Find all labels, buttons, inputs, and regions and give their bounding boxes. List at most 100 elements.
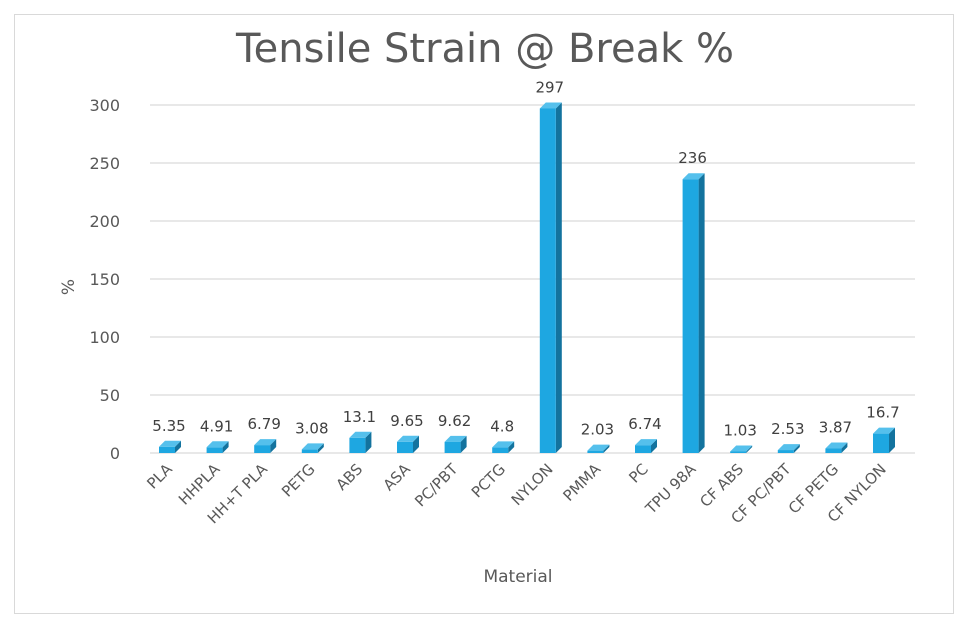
bar-cf-abs [730,445,753,453]
bar-side [317,443,324,453]
bar-side [651,439,657,453]
data-labels: 5.35 4.91 6.79 3.08 13.1 9.65 9.62 4.8 297 2.03 6.… [152,78,899,439]
bar-top [635,439,657,446]
bar-front [539,108,556,453]
bar-top [444,435,467,442]
bar-front [873,433,889,453]
x-tick-label: PMMA [560,460,605,505]
bar-side [413,435,419,453]
bar-hh-t-pla [254,439,277,453]
bar-top [682,173,705,180]
bar-front [682,179,699,454]
bar-front [254,445,271,453]
y-tick-label: 50 [100,386,120,405]
data-label: 5.35 [152,417,185,435]
x-tick-label: PETG [278,460,319,501]
x-tick-label: ABS [332,460,366,494]
bar-top [159,440,181,447]
data-label: 4.91 [200,417,233,435]
bar-front [825,448,842,453]
bar-side [460,435,467,453]
bar-top [397,435,419,442]
data-label: 2.03 [581,421,614,439]
bar-side [175,440,181,453]
bar-top [206,441,229,448]
bar-side [746,445,753,453]
chart-frame [14,14,954,614]
x-tick-label: PCTG [468,460,509,501]
bar-abs [349,431,372,453]
bar-cf-pc-pbt [777,444,800,453]
data-label: 13.1 [343,408,376,426]
data-label: 297 [535,78,564,96]
bar-top [730,445,753,452]
bar-front [492,447,509,453]
data-label: 16.7 [866,404,899,422]
bar-top [492,441,515,448]
x-tick-label: ASA [380,460,415,495]
bar-side [365,431,372,453]
y-tick-label: 300 [89,96,120,115]
bar-front [159,446,175,453]
bar-nylon [539,102,562,453]
y-tick-label: 100 [89,328,120,347]
y-axis-ticks: 0 50 100 150 200 250 300 [89,96,120,463]
bar-top [539,102,562,109]
bar-top [825,442,848,449]
bar-front [587,450,604,453]
bar-front [730,451,747,453]
x-tick-label: PC/PBT [411,460,462,511]
bar-asa [397,435,419,453]
data-label: 1.03 [723,422,756,440]
x-axis-title: Material [483,567,552,587]
bar-front [397,441,413,453]
data-label: 6.74 [628,415,661,433]
bars [159,102,895,454]
y-tick-label: 200 [89,212,120,231]
y-axis-title: % [59,279,79,295]
bar-pctg [492,441,515,453]
data-label: 9.62 [438,412,471,430]
bar-top [301,443,324,450]
bar-side [698,173,705,454]
x-tick-label: PLA [143,460,176,493]
bar-side [841,442,848,453]
data-label: 4.8 [490,417,514,435]
data-label: 236 [678,149,707,167]
data-label: 2.53 [771,420,804,438]
bar-side [603,444,610,453]
data-label: 3.87 [819,419,852,437]
bar-top [349,431,372,438]
bar-cf-petg [825,442,848,453]
y-tick-label: 0 [110,444,120,463]
bar-top [777,444,800,451]
bar-front [301,449,318,453]
bar-top [587,444,610,451]
gridlines [150,104,915,454]
bar-top [873,427,895,434]
bar-side [222,441,229,453]
y-tick-label: 250 [89,154,120,173]
data-label: 9.65 [390,412,423,430]
bar-front [635,445,651,453]
data-label: 3.08 [295,419,328,437]
bar-side [793,444,800,453]
bar-side [508,441,515,453]
data-label: 6.79 [247,415,280,433]
bar-top [254,439,277,446]
bar-side [889,427,895,453]
bar-front [777,450,794,453]
bar-pmma [587,444,610,453]
bar-hhpla [206,441,229,453]
bar-side [270,439,277,453]
chart-title: Tensile Strain @ Break % [235,26,734,72]
bar-pc [635,439,657,453]
bar-cf-nylon [873,427,895,453]
bar-pc-pbt [444,435,467,453]
bar-petg [301,443,324,453]
bar-front [444,441,461,453]
x-tick-label: PC [625,460,652,487]
bar-front [349,437,366,453]
